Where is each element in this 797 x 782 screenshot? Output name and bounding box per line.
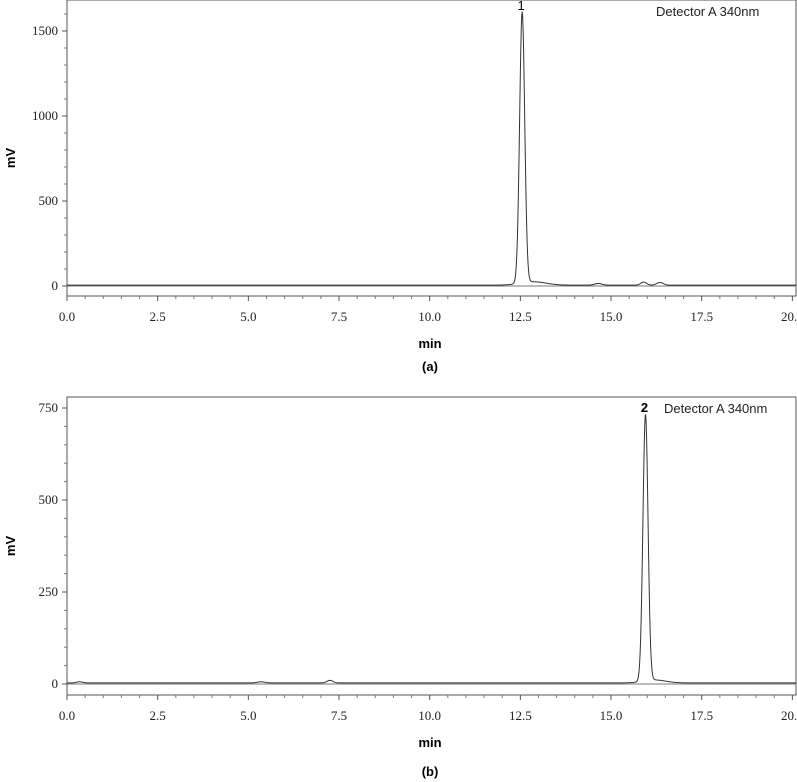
- x-ticks: 0.0 2.5 5.0 7.5 10.0 12.5 15.0 17.5 20.0: [59, 695, 797, 723]
- chromatogram-trace: [67, 11, 796, 286]
- panel-label: (b): [422, 764, 439, 779]
- y-tick-label: 0: [52, 676, 59, 691]
- peak-label: 2: [641, 400, 648, 415]
- x-tick-label: 15.0: [600, 708, 623, 723]
- y-tick-label: 500: [39, 193, 59, 208]
- x-tick-label: 7.5: [331, 708, 347, 723]
- panel-label: (a): [422, 359, 438, 374]
- x-axis-label: min: [418, 735, 441, 750]
- y-ticks: 0 500 1000 1500: [32, 13, 67, 293]
- x-tick-label: 7.5: [331, 309, 347, 324]
- x-tick-label: 12.5: [509, 309, 532, 324]
- x-tick-label: 5.0: [240, 708, 256, 723]
- x-tick-label: 2.5: [150, 309, 166, 324]
- x-tick-label: 20.0: [781, 708, 797, 723]
- plot-frame: [66, 0, 797, 297]
- y-ticks: 0 250 500 750: [39, 400, 67, 691]
- detector-annotation: Detector A 340nm: [656, 4, 759, 19]
- x-tick-label: 10.0: [418, 708, 441, 723]
- y-tick-label: 750: [39, 400, 59, 415]
- x-tick-label: 10.0: [418, 309, 441, 324]
- x-tick-label: 5.0: [240, 309, 256, 324]
- y-tick-label: 250: [39, 584, 59, 599]
- x-axis-label: min: [418, 336, 441, 351]
- peak-label: 1: [518, 0, 525, 13]
- plot-frame: [66, 396, 797, 696]
- peak-labels: 1: [518, 0, 525, 13]
- x-ticks: 0.0 2.5 5.0 7.5 10.0 12.5 15.0 17.5 20.0: [59, 296, 797, 324]
- peak-labels: 2: [641, 400, 648, 415]
- x-tick-label: 17.5: [690, 708, 713, 723]
- y-axis-label: mV: [3, 536, 18, 557]
- x-tick-label: 0.0: [59, 309, 75, 324]
- chromatogram-panel-a: 0.0 2.5 5.0 7.5 10.0 12.5 15.0 17.5 20.0 0 500 100…: [3, 0, 797, 374]
- y-tick-label: 0: [52, 278, 59, 293]
- chromatogram-trace: [67, 414, 796, 684]
- y-tick-label: 1500: [32, 23, 58, 38]
- x-tick-label: 12.5: [509, 708, 532, 723]
- y-tick-label: 500: [39, 492, 59, 507]
- x-tick-label: 2.5: [150, 708, 166, 723]
- y-axis-label: mV: [3, 148, 18, 169]
- x-tick-label: 17.5: [690, 309, 713, 324]
- x-tick-label: 20.0: [781, 309, 797, 324]
- x-tick-label: 0.0: [59, 708, 75, 723]
- y-tick-label: 1000: [32, 108, 58, 123]
- chromatogram-panel-b: 0.0 2.5 5.0 7.5 10.0 12.5 15.0 17.5 20.0 0 250 500…: [3, 396, 797, 779]
- detector-annotation: Detector A 340nm: [664, 401, 767, 416]
- x-tick-label: 15.0: [600, 309, 623, 324]
